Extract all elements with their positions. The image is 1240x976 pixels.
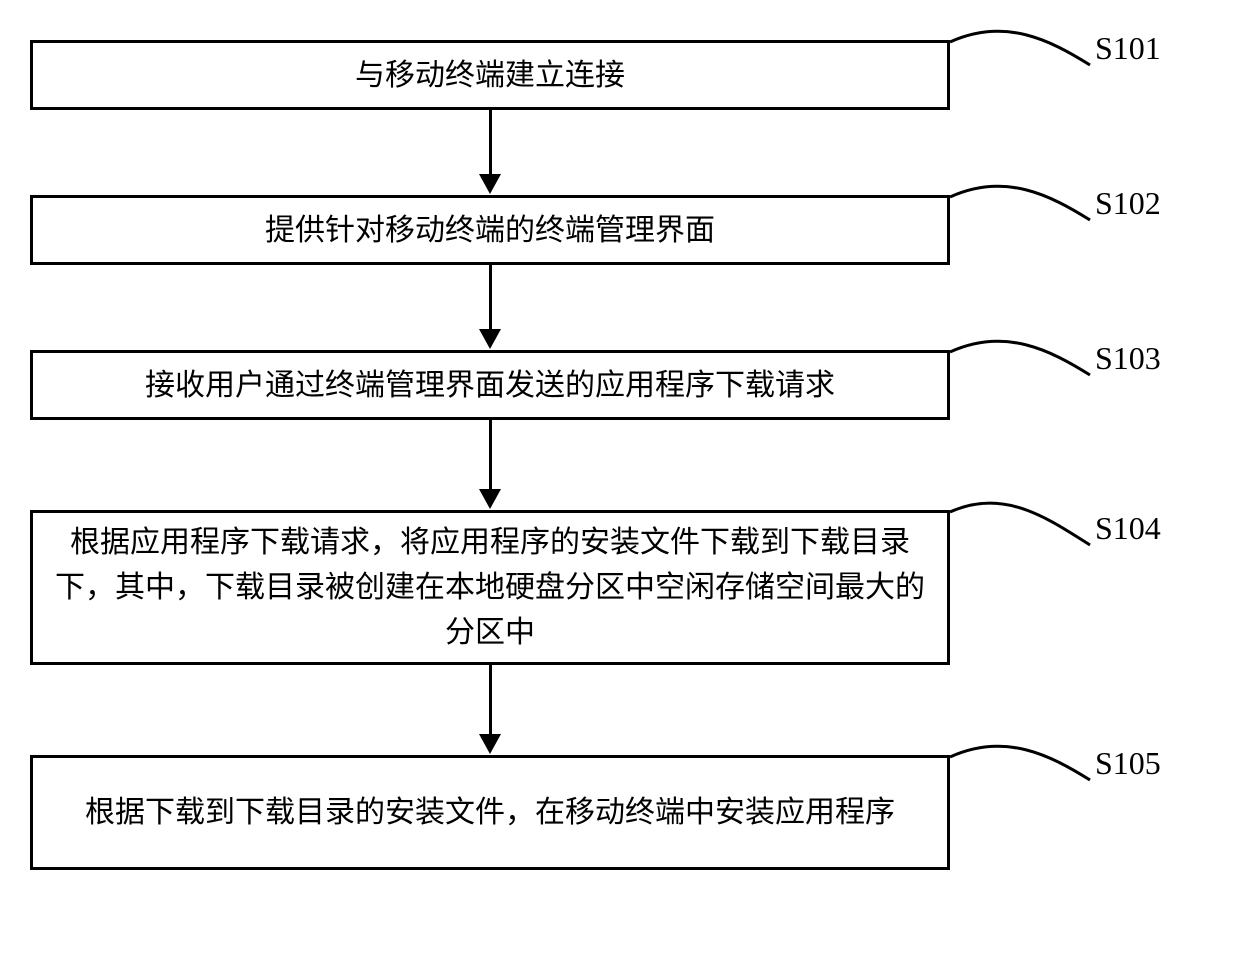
step-box-s101: 与移动终端建立连接: [30, 40, 950, 110]
label-connector-s103: [940, 312, 1120, 395]
arrow-line: [489, 665, 492, 735]
step-text: 提供针对移动终端的终端管理界面: [265, 208, 715, 253]
arrow-line: [489, 110, 492, 175]
arrow-head-icon: [479, 489, 501, 509]
label-connector-s102: [940, 157, 1120, 240]
flow-arrow: [479, 110, 501, 194]
label-connector-s101: [940, 2, 1120, 85]
arrow-head-icon: [479, 329, 501, 349]
label-connector-s105: [940, 717, 1120, 800]
label-connector-s104: [940, 472, 1120, 565]
step-text: 接收用户通过终端管理界面发送的应用程序下载请求: [145, 363, 835, 408]
flow-arrow: [479, 420, 501, 509]
step-text: 根据应用程序下载请求，将应用程序的安装文件下载到下载目录下，其中，下载目录被创建…: [53, 520, 927, 655]
arrow-line: [489, 420, 492, 490]
flow-arrow: [479, 665, 501, 754]
step-box-s102: 提供针对移动终端的终端管理界面: [30, 195, 950, 265]
arrow-head-icon: [479, 174, 501, 194]
flow-arrow: [479, 265, 501, 349]
arrow-line: [489, 265, 492, 330]
step-text: 根据下载到下载目录的安装文件，在移动终端中安装应用程序: [85, 790, 895, 835]
step-text: 与移动终端建立连接: [355, 53, 625, 98]
step-box-s103: 接收用户通过终端管理界面发送的应用程序下载请求: [30, 350, 950, 420]
step-box-s104: 根据应用程序下载请求，将应用程序的安装文件下载到下载目录下，其中，下载目录被创建…: [30, 510, 950, 665]
step-box-s105: 根据下载到下载目录的安装文件，在移动终端中安装应用程序: [30, 755, 950, 870]
arrow-head-icon: [479, 734, 501, 754]
